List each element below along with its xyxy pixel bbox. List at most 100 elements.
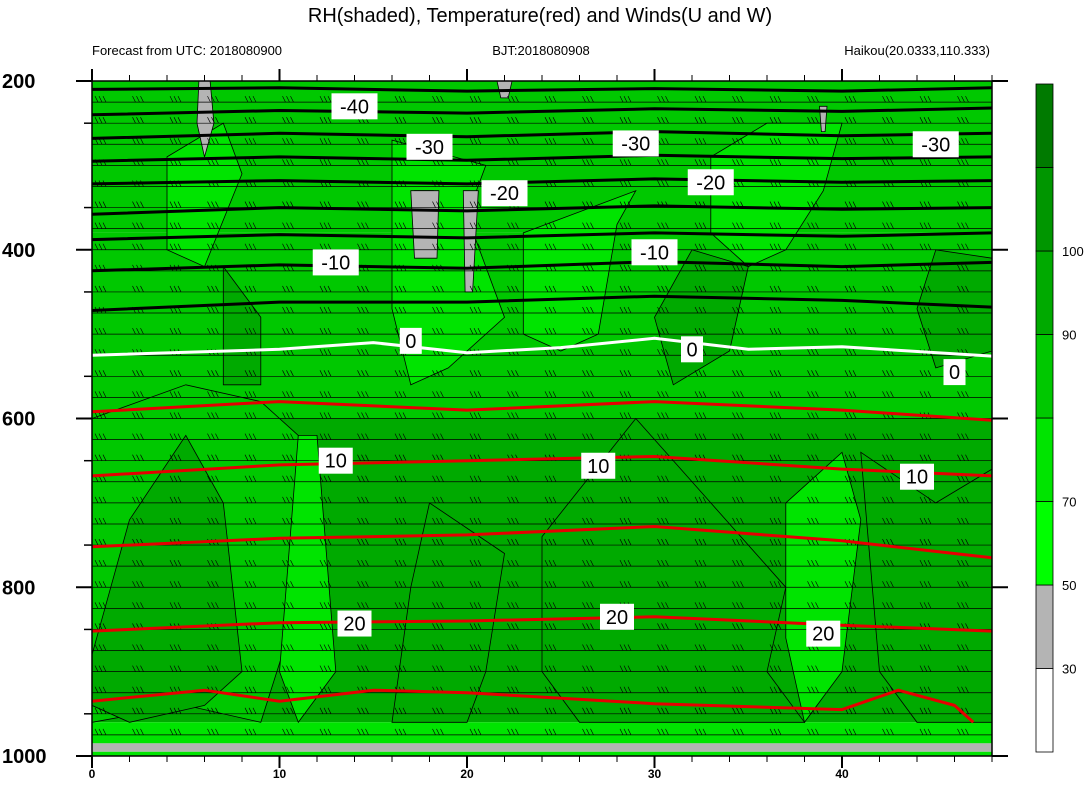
wind-barb [286, 454, 290, 461]
wind-barb [177, 665, 182, 672]
wind-barb [136, 243, 140, 250]
wind-barb [552, 433, 557, 440]
wind-barb [957, 560, 961, 567]
wind-barb [327, 412, 332, 419]
wind-barb [777, 644, 782, 651]
wind-barb [923, 117, 928, 124]
wind-barb [586, 602, 590, 609]
wind-barb [740, 517, 744, 525]
wind-barb [140, 117, 144, 124]
wind-barb [627, 581, 632, 588]
wind-barb [852, 285, 857, 293]
wind-barb [773, 517, 778, 525]
colorbar-tick-label: 30 [1062, 662, 1076, 677]
wind-barb [140, 686, 144, 693]
wind-barb [140, 602, 144, 609]
wind-barb [507, 581, 511, 588]
wind-barb [440, 644, 444, 651]
wind-barb [173, 475, 178, 482]
temperature-contour [92, 400, 992, 422]
wind-barb [590, 538, 594, 546]
wind-barb [132, 138, 136, 145]
wind-barb [999, 645, 1002, 651]
wind-barb [698, 327, 703, 335]
wind-barb [848, 222, 853, 229]
wind-barb [852, 412, 857, 419]
wind-barb [848, 201, 853, 208]
contour-label-box [331, 93, 378, 120]
wind-barb [548, 159, 553, 166]
wind-barb [552, 391, 557, 398]
wind-barb [586, 686, 590, 693]
wind-barb [473, 538, 478, 546]
wind-barb [398, 243, 403, 250]
wind-barb [469, 243, 474, 250]
wind-barb [169, 517, 174, 525]
wind-barb [364, 81, 365, 82]
wind-barb [319, 602, 324, 609]
wind-barb [244, 412, 249, 419]
wind-barb [661, 306, 665, 314]
wind-barb [919, 243, 924, 250]
wind-barb [473, 243, 478, 250]
wind-barb [477, 707, 482, 714]
wind-barb [590, 222, 594, 229]
wind-barb [319, 728, 324, 736]
wind-barb [140, 370, 144, 377]
wind-barb [327, 433, 332, 440]
wind-barb [923, 728, 928, 736]
wind-barb [207, 159, 211, 166]
wind-barb [848, 728, 853, 736]
colorbar-box [1035, 83, 1054, 168]
wind-barb [469, 201, 474, 208]
wind-barb [357, 138, 361, 145]
wind-barb [323, 370, 328, 377]
wind-barb [327, 285, 332, 293]
wind-barb [773, 117, 778, 124]
wind-barb [844, 138, 849, 145]
wind-barb [473, 686, 478, 693]
wind-barb [818, 81, 819, 82]
wind-barb [548, 644, 553, 651]
wind-barb [886, 222, 890, 229]
wind-barb [544, 602, 549, 609]
wind-barb [365, 222, 369, 229]
wind-barb [590, 349, 594, 356]
wind-barb [815, 138, 819, 145]
wind-barb [398, 517, 403, 525]
wind-barb [740, 496, 744, 504]
wind-barb [773, 496, 778, 504]
wind-barb [548, 243, 553, 250]
wind-barb [552, 201, 557, 208]
wind-barb [515, 475, 519, 482]
wind-barb [515, 412, 519, 419]
wind-barb [582, 728, 586, 736]
wind-barb [473, 602, 478, 609]
wind-barb [807, 95, 811, 103]
wind-barb [507, 370, 511, 377]
wind-barb [961, 117, 965, 124]
wind-barb [852, 644, 857, 651]
wind-barb [1003, 328, 1006, 334]
wind-barb [432, 560, 436, 567]
wind-barb [582, 433, 586, 440]
wind-barb [886, 644, 890, 651]
wind-barb [740, 560, 744, 567]
wind-barb [514, 81, 515, 82]
wind-barb [657, 707, 661, 714]
wind-barb [736, 117, 740, 124]
wind-barb [586, 728, 590, 736]
wind-barb [169, 327, 174, 335]
wind-barb [432, 117, 436, 124]
wind-barb [927, 728, 932, 736]
wind-barb [361, 728, 365, 736]
wind-barb [319, 138, 324, 145]
wind-barb [586, 138, 590, 145]
wind-barb [244, 285, 249, 293]
wind-barb [394, 454, 399, 461]
wind-barb [207, 201, 211, 208]
wind-barb [811, 454, 815, 461]
wind-barb [173, 243, 178, 250]
wind-barb [365, 644, 369, 651]
wind-barb [589, 81, 590, 82]
